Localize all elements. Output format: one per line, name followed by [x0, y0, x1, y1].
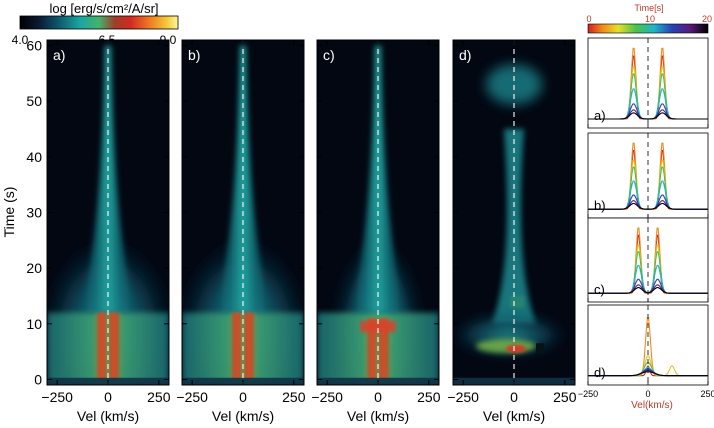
panel-label: a) [53, 47, 65, 63]
x-axis-label: Vel (km/s) [483, 408, 545, 424]
spectrogram-panel-2: b) −250 0 250 Vel (km/s) [176, 39, 306, 424]
intensity-colorbar-label: log [erg/s/cm²/A/sr] [49, 1, 158, 16]
spectrogram-panel-3: c) −250 0 250 Vel (km/s) [311, 39, 441, 424]
profile-panel-label: d) [594, 365, 606, 380]
x-tick-label: 0 [239, 389, 247, 405]
time-colorbar: Time[s] 0 10 20 [586, 3, 712, 34]
panel-label: d) [459, 47, 471, 63]
spectrogram-panel-4: d) −250 0 250 Vel (km/s) [447, 39, 577, 424]
blue-peak-streak [228, 312, 245, 380]
x-tick-label: 0 [374, 389, 382, 405]
x-tick-label: 0 [510, 389, 518, 405]
line-profile-panel-1: a) [587, 37, 709, 129]
profile-curve [588, 112, 708, 120]
spectrogram-panels: a) −250 0 250 Vel (km/s) 0 10 20 30 40 50 60 b) −250 0… [26, 38, 576, 424]
line-profile-panel-3: c) [587, 217, 709, 303]
red-peak-streak [241, 312, 258, 380]
red-peak-streak [106, 312, 123, 380]
hot-spot [506, 344, 526, 353]
time-colorbar-bar [587, 23, 709, 34]
time-colorbar-tick-min: 0 [586, 14, 591, 24]
intensity-colorbar-tick-min: 4.0 [12, 33, 29, 47]
time-colorbar-tick-mid: 10 [645, 14, 655, 24]
line-profile-panel-4: d) −250 0 250 Vel(km/s) [578, 304, 714, 411]
upper-plume [486, 64, 542, 105]
profile-x-tick-label: −250 [578, 389, 598, 399]
intensity-colorbar: log [erg/s/cm²/A/sr] 4.0 6.5 9.0 [12, 1, 179, 47]
dark-patch [536, 343, 544, 354]
line-profile-panel-2: b) [587, 132, 709, 219]
x-tick-label: −250 [41, 389, 73, 405]
y-tick-label: 60 [26, 38, 42, 54]
x-axis-label: Vel (km/s) [77, 408, 139, 424]
burst-bridge [360, 321, 396, 333]
x-axis-label: Vel (km/s) [347, 408, 409, 424]
blue-peak-streak [93, 312, 110, 380]
line-profile-panels: a) b) c) d) −250 0 250 Vel(km/s) [578, 37, 714, 411]
profile-panel-label: b) [594, 198, 606, 213]
profile-panel-label: a) [594, 108, 606, 123]
profile-x-axis-label: Vel(km/s) [631, 400, 673, 411]
profile-panel-label: c) [594, 282, 605, 297]
intensity-colorbar-bar [19, 15, 179, 30]
x-tick-label: −250 [176, 389, 208, 405]
panel-label: b) [188, 47, 200, 63]
y-tick-label: 40 [26, 149, 42, 165]
x-axis-label: Vel (km/s) [212, 408, 274, 424]
burst-band [476, 339, 536, 354]
x-tick-label: 250 [147, 389, 171, 405]
red-peak-streak [375, 318, 392, 380]
profile-x-tick-label: 0 [645, 389, 650, 399]
mid-patch [510, 295, 524, 308]
x-tick-label: 0 [104, 389, 112, 405]
profile-x-tick-label: 250 [700, 389, 714, 399]
emission-stream [492, 129, 536, 324]
y-tick-label: 50 [26, 93, 42, 109]
x-tick-label: −250 [447, 389, 479, 405]
y-tick-label: 10 [26, 316, 42, 332]
time-colorbar-tick-max: 20 [702, 14, 712, 24]
y-tick-label: 20 [26, 260, 42, 276]
time-colorbar-label: Time[s] [634, 3, 663, 13]
x-tick-label: 250 [417, 389, 441, 405]
x-tick-label: 250 [282, 389, 306, 405]
spectrogram-panel-1: a) −250 0 250 Vel (km/s) 0 10 20 30 40 50 60 [26, 38, 171, 424]
x-tick-label: 250 [553, 389, 577, 405]
y-tick-label: 0 [34, 371, 42, 387]
y-tick-label: 30 [26, 205, 42, 221]
panel-label: c) [323, 47, 335, 63]
profile-frame [587, 132, 709, 219]
x-tick-label: −250 [311, 389, 343, 405]
y-axis-label: Time (s) [1, 187, 17, 238]
